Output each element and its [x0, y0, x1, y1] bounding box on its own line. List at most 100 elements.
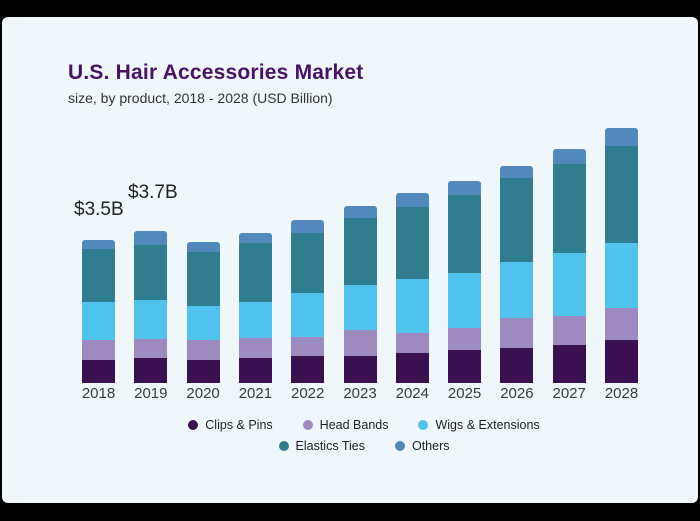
- x-axis-label-2019: 2019: [134, 385, 168, 402]
- legend-item-head-bands: Head Bands: [302, 418, 389, 432]
- bar-2019: [134, 231, 168, 383]
- bar-segment-clips-pins: [343, 355, 377, 383]
- bar-segment-wigs-extensions: [605, 242, 638, 308]
- bar-segment-wigs-extensions: [500, 262, 534, 319]
- bar-segment-clips-pins: [500, 348, 534, 383]
- bar-segment-wigs-extensions: [552, 252, 586, 316]
- bar-segment-elastics-ties: [291, 232, 325, 294]
- legend-item-others: Others: [394, 439, 450, 453]
- legend-dot-icon-elastics-ties: [278, 441, 289, 451]
- legend-label-wigs-extensions: Wigs & Extensions: [435, 418, 540, 432]
- bar-segment-clips-pins: [186, 360, 220, 383]
- bar-segment-elastics-ties: [552, 164, 586, 253]
- bar-segment-wigs-extensions: [238, 301, 272, 338]
- bar-segment-others: [448, 180, 482, 195]
- bar-segment-wigs-extensions: [395, 278, 429, 333]
- bar-segment-head-bands: [343, 330, 377, 356]
- bar-2021: [238, 232, 272, 383]
- bar-segment-head-bands: [186, 339, 220, 361]
- bar-segment-wigs-extensions: [291, 293, 325, 338]
- bar-segment-elastics-ties: [134, 244, 168, 301]
- legend-dot-icon-wigs-extensions: [418, 420, 429, 430]
- bar-segment-elastics-ties: [395, 206, 429, 279]
- bar-2028: [605, 127, 638, 383]
- bar-segment-head-bands: [291, 337, 325, 356]
- x-axis-label-2022: 2022: [291, 385, 325, 402]
- legend-label-elastics-ties: Elastics Ties: [295, 439, 365, 453]
- x-axis-label-2024: 2024: [395, 385, 429, 402]
- bar-segment-wigs-extensions: [82, 301, 115, 340]
- bar-segment-head-bands: [395, 332, 429, 354]
- legend-label-others: Others: [411, 439, 450, 453]
- bar-2022: [291, 219, 325, 383]
- page-title: U.S. Hair Accessories Market: [68, 61, 364, 84]
- legend-item-elastics-ties: Elastics Ties: [278, 439, 365, 453]
- legend-item-wigs-extensions: Wigs & Extensions: [418, 418, 540, 432]
- bar-segment-others: [395, 192, 429, 207]
- bar-segment-wigs-extensions: [343, 285, 377, 331]
- bar-segment-others: [605, 127, 638, 146]
- bar-segment-head-bands: [238, 337, 272, 358]
- x-axis-label-2028: 2028: [604, 385, 639, 402]
- legend-label-head-bands: Head Bands: [319, 418, 389, 432]
- value-annotation-2018: $3.5B: [74, 199, 124, 220]
- bar-segment-others: [134, 231, 168, 245]
- bar-2023: [343, 205, 377, 383]
- bar-segment-clips-pins: [395, 353, 429, 383]
- x-axis-label-2021: 2021: [238, 385, 273, 402]
- bar-2026: [500, 166, 534, 383]
- bar-segment-head-bands: [82, 339, 115, 361]
- chart-canvas: U.S. Hair Accessories Market size, by pr…: [2, 17, 698, 503]
- bar-2024: [395, 192, 429, 383]
- bar-segment-others: [500, 166, 534, 179]
- x-axis-label-2023: 2023: [343, 385, 377, 402]
- value-annotation-2019: $3.7B: [128, 182, 178, 203]
- legend-row: Elastics Ties Others: [278, 439, 450, 453]
- x-axis-label-2026: 2026: [500, 385, 534, 402]
- bar-segment-others: [343, 205, 377, 218]
- bar-segment-others: [186, 242, 220, 252]
- x-axis-label-2025: 2025: [447, 385, 482, 402]
- bar-segment-others: [291, 219, 325, 233]
- bar-segment-wigs-extensions: [448, 272, 482, 328]
- bar-segment-elastics-ties: [343, 217, 377, 286]
- bar-segment-elastics-ties: [186, 251, 220, 306]
- bar-2025: [448, 180, 482, 383]
- bar-segment-others: [552, 148, 586, 165]
- bar-segment-elastics-ties: [448, 194, 482, 273]
- bar-segment-head-bands: [605, 307, 638, 340]
- page-subtitle: size, by product, 2018 - 2028 (USD Billi…: [68, 90, 333, 106]
- legend-item-clips-pins: Clips & Pins: [188, 418, 273, 432]
- x-axis-label-2020: 2020: [186, 385, 220, 402]
- bar-segment-head-bands: [552, 315, 586, 345]
- bar-segment-clips-pins: [291, 355, 325, 383]
- bar-2027: [552, 148, 586, 383]
- bar-segment-clips-pins: [134, 357, 168, 383]
- bar-segment-others: [82, 239, 115, 249]
- legend-dot-icon-clips-pins: [188, 420, 199, 430]
- bar-segment-clips-pins: [448, 349, 482, 383]
- bar-2020: [186, 242, 220, 383]
- x-axis-label-2027: 2027: [552, 385, 586, 402]
- bar-segment-clips-pins: [605, 339, 638, 383]
- chart-area: 2018 2019 2020 2021 2022 2023 2024 2025 2026 2027…: [2, 17, 698, 503]
- bar-segment-head-bands: [134, 338, 168, 358]
- bar-2018: [82, 239, 115, 383]
- bar-segment-clips-pins: [82, 360, 115, 383]
- chart-header: U.S. Hair Accessories Market size, by pr…: [68, 61, 363, 106]
- bar-segment-clips-pins: [552, 344, 586, 383]
- legend-row: Clips & Pins Head Bands Wigs & Extensions: [188, 418, 540, 432]
- x-axis-label-2018: 2018: [81, 385, 116, 402]
- bar-segment-wigs-extensions: [186, 305, 220, 340]
- bar-segment-others: [238, 232, 272, 243]
- bar-segment-elastics-ties: [238, 242, 272, 302]
- legend-label-clips-pins: Clips & Pins: [205, 418, 273, 432]
- bar-segment-clips-pins: [238, 357, 272, 383]
- bar-segment-elastics-ties: [500, 178, 534, 263]
- bar-segment-elastics-ties: [82, 248, 115, 302]
- bar-segment-elastics-ties: [605, 145, 638, 243]
- legend-dot-icon-others: [394, 441, 405, 451]
- legend: Clips & Pins Head Bands Wigs & Extensions E…: [16, 418, 700, 453]
- bar-segment-wigs-extensions: [134, 300, 168, 339]
- bar-segment-head-bands: [500, 318, 534, 349]
